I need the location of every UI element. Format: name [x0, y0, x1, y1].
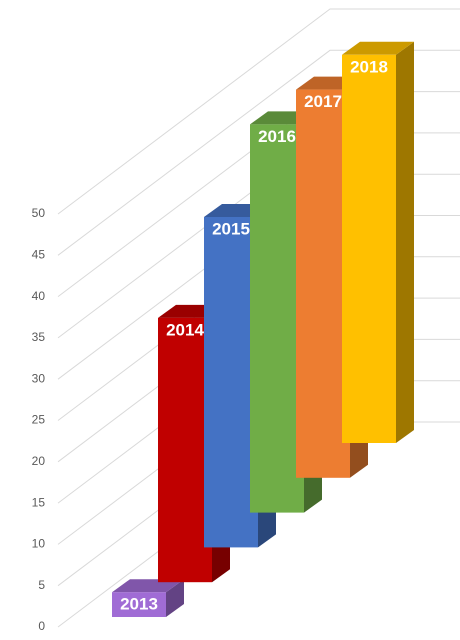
bar-top	[342, 41, 414, 55]
grid-line	[57, 49, 460, 256]
y-tick-label: 5	[38, 578, 45, 592]
y-tick-label: 0	[38, 619, 45, 633]
y-tick-label: 30	[32, 371, 46, 385]
bar-label: 2015	[212, 219, 250, 238]
bar	[342, 54, 396, 443]
bar-side	[166, 579, 184, 617]
bar	[112, 592, 166, 617]
bar	[250, 124, 304, 513]
y-tick-label: 25	[32, 413, 46, 427]
y-tick-label: 45	[32, 247, 46, 261]
bar-side	[396, 41, 414, 443]
y-tick-label: 10	[32, 537, 46, 551]
y-tick-label: 20	[32, 454, 46, 468]
y-tick-label: 35	[32, 330, 46, 344]
bar-label: 2018	[350, 57, 388, 76]
bar-label: 2016	[258, 127, 296, 146]
bar-top	[112, 579, 184, 593]
bar	[204, 217, 258, 548]
y-tick-label: 50	[32, 206, 46, 220]
bar	[158, 317, 212, 583]
grid-line	[57, 8, 460, 215]
bar-label: 2013	[120, 595, 158, 614]
y-tick-label: 40	[32, 289, 46, 303]
bar	[296, 89, 350, 478]
bar-label: 2014	[166, 320, 204, 339]
y-tick-label: 15	[32, 495, 46, 509]
bar-label: 2017	[304, 92, 342, 111]
